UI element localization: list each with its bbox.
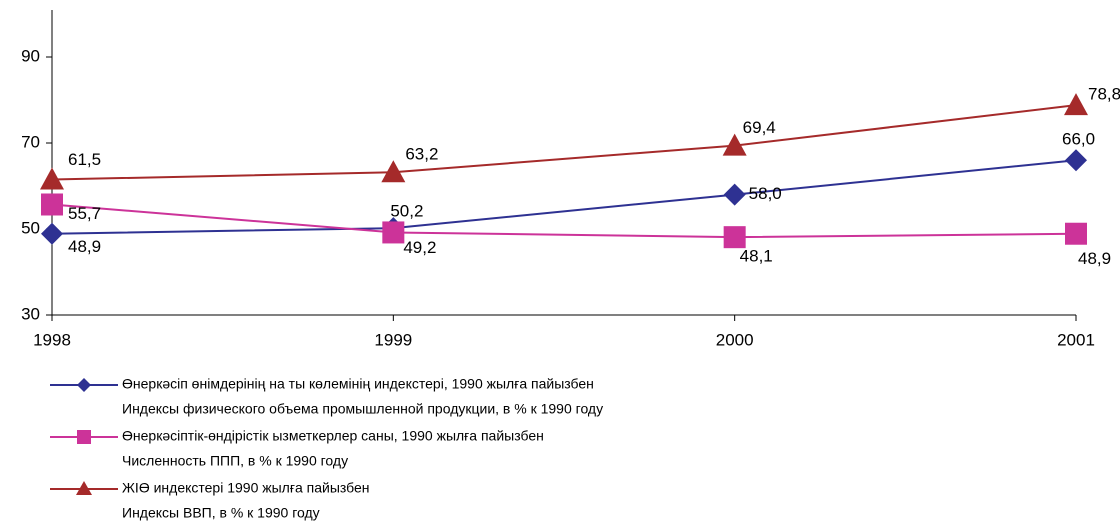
marker <box>76 481 92 495</box>
data-label: 50,2 <box>390 202 423 221</box>
data-label: 48,1 <box>740 247 773 266</box>
data-label: 61,5 <box>68 150 101 169</box>
marker <box>40 167 64 190</box>
marker <box>77 430 91 444</box>
marker <box>1065 222 1087 245</box>
legend-label-ru: Индексы физического объема промышленной … <box>122 401 603 417</box>
y-tick-label: 50 <box>21 218 40 237</box>
y-tick-label: 90 <box>21 46 40 65</box>
marker <box>41 193 63 216</box>
legend-label: Өнеркәсіптік-өндірістік ызметкерлер саны… <box>122 428 544 444</box>
data-label: 78,8 <box>1088 85 1120 104</box>
x-tick-label: 1999 <box>374 330 412 349</box>
marker <box>77 378 91 392</box>
series-line <box>51 159 1077 235</box>
data-label: 48,9 <box>68 237 101 256</box>
data-label: 48,9 <box>1078 249 1111 268</box>
series-line <box>51 104 1077 181</box>
marker <box>381 160 406 183</box>
marker <box>722 133 747 156</box>
legend-label: Өнеркәсіп өнімдерінің на ты көлемінің ин… <box>122 376 594 392</box>
legend-label-ru: Индексы ВВП, в % к 1990 году <box>122 505 320 521</box>
data-label: 69,4 <box>743 118 776 137</box>
x-tick-label: 2001 <box>1057 330 1095 349</box>
marker <box>1065 149 1087 172</box>
series-line <box>51 203 1077 239</box>
data-label: 55,7 <box>68 204 101 223</box>
marker <box>723 226 746 249</box>
data-label: 63,2 <box>405 145 438 164</box>
data-label: 49,2 <box>403 238 436 257</box>
y-tick-label: 30 <box>21 304 40 323</box>
x-tick-label: 2000 <box>716 330 754 349</box>
y-tick-label: 70 <box>21 132 40 151</box>
data-label: 58,0 <box>749 184 782 203</box>
x-tick-label: 1998 <box>33 330 71 349</box>
legend-label: ЖІӨ индекстері 1990 жылға пайызбен <box>122 480 370 496</box>
marker <box>382 221 405 244</box>
data-label: 66,0 <box>1062 130 1095 149</box>
legend-label-ru: Численность ППП, в % к 1990 году <box>122 453 348 469</box>
marker <box>41 222 63 245</box>
marker <box>1064 93 1088 116</box>
marker <box>723 183 746 206</box>
